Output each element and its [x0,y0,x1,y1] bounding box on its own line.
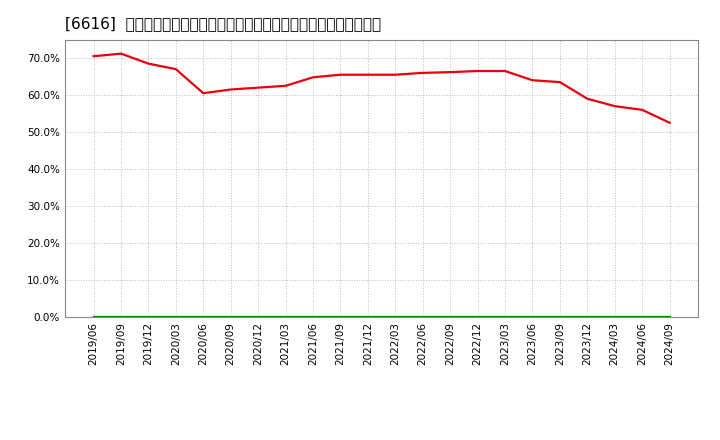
繰延税金資産 [500,314,509,319]
自己資本 [117,51,125,56]
自己資本 [473,68,482,73]
繰延税金資産 [583,314,592,319]
繰延税金資産 [226,314,235,319]
のれん [665,314,674,319]
のれん [556,314,564,319]
繰延税金資産 [117,314,125,319]
のれん [638,314,647,319]
Line: 自己資本: 自己資本 [94,54,670,123]
のれん [336,314,345,319]
のれん [171,314,180,319]
繰延税金資産 [144,314,153,319]
のれん [500,314,509,319]
のれん [282,314,290,319]
のれん [309,314,318,319]
繰延税金資産 [89,314,98,319]
自己資本 [638,107,647,113]
のれん [254,314,263,319]
のれん [473,314,482,319]
自己資本 [199,91,207,96]
自己資本 [665,120,674,125]
自己資本 [226,87,235,92]
のれん [611,314,619,319]
繰延税金資産 [336,314,345,319]
繰延税金資産 [254,314,263,319]
のれん [226,314,235,319]
自己資本 [171,66,180,72]
自己資本 [583,96,592,101]
自己資本 [418,70,427,76]
のれん [364,314,372,319]
繰延税金資産 [556,314,564,319]
自己資本 [89,54,98,59]
自己資本 [336,72,345,77]
自己資本 [282,83,290,88]
のれん [89,314,98,319]
のれん [199,314,207,319]
Text: [6616]  自己資本、のれん、繰延税金資産の総資産に対する比率の推移: [6616] 自己資本、のれん、繰延税金資産の総資産に対する比率の推移 [65,16,381,32]
繰延税金資産 [199,314,207,319]
自己資本 [556,80,564,85]
自己資本 [446,70,454,75]
自己資本 [254,85,263,90]
自己資本 [500,68,509,73]
繰延税金資産 [364,314,372,319]
繰延税金資産 [282,314,290,319]
繰延税金資産 [418,314,427,319]
のれん [418,314,427,319]
自己資本 [309,75,318,80]
繰延税金資産 [171,314,180,319]
のれん [117,314,125,319]
繰延税金資産 [528,314,537,319]
自己資本 [528,77,537,83]
繰延税金資産 [473,314,482,319]
繰延税金資産 [309,314,318,319]
自己資本 [611,103,619,109]
自己資本 [364,72,372,77]
のれん [583,314,592,319]
自己資本 [391,72,400,77]
繰延税金資産 [665,314,674,319]
繰延税金資産 [391,314,400,319]
自己資本 [144,61,153,66]
繰延税金資産 [446,314,454,319]
のれん [144,314,153,319]
のれん [528,314,537,319]
のれん [446,314,454,319]
のれん [391,314,400,319]
繰延税金資産 [611,314,619,319]
繰延税金資産 [638,314,647,319]
